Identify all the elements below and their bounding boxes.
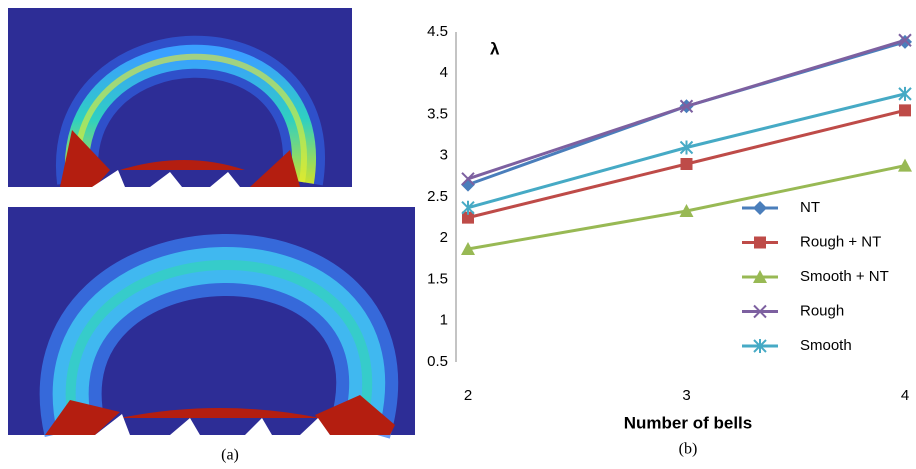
- legend-label: Rough + NT: [800, 233, 881, 250]
- x-tick-label: 3: [682, 387, 690, 404]
- y-tick-label: 3.5: [427, 105, 448, 122]
- x-tick-label: 2: [464, 387, 472, 404]
- legend-label: NT: [800, 199, 820, 216]
- simulation-image-bottom: [8, 207, 415, 435]
- y-tick-label: 2: [440, 229, 448, 246]
- figure: (a) (b) λ Number of bells 0.5 1 1.5 2 2.5 3 3.…: [0, 0, 916, 469]
- x-tick-label: 4: [901, 387, 909, 404]
- caption: (b): [679, 441, 698, 458]
- legend-marker: [753, 201, 767, 215]
- caption: (a): [221, 447, 239, 464]
- y-axis-label: λ: [490, 39, 500, 58]
- y-tick-label: 1.5: [427, 270, 448, 287]
- data-point: [899, 104, 911, 116]
- y-tick-label: 1: [440, 312, 448, 329]
- legend-label: Smooth + NT: [800, 268, 889, 285]
- simulation-image-top: [8, 8, 352, 187]
- x-axis-label: Number of bells: [624, 413, 752, 432]
- y-tick-label: 4: [440, 64, 448, 81]
- legend-marker: [754, 237, 766, 249]
- legend-label: Smooth: [800, 337, 852, 354]
- y-tick-label: 3: [440, 147, 448, 164]
- y-tick-label: 2.5: [427, 188, 448, 205]
- y-tick-label: 0.5: [427, 353, 448, 370]
- data-point: [681, 158, 693, 170]
- y-tick-label: 4.5: [427, 23, 448, 40]
- legend-label: Rough: [800, 302, 844, 319]
